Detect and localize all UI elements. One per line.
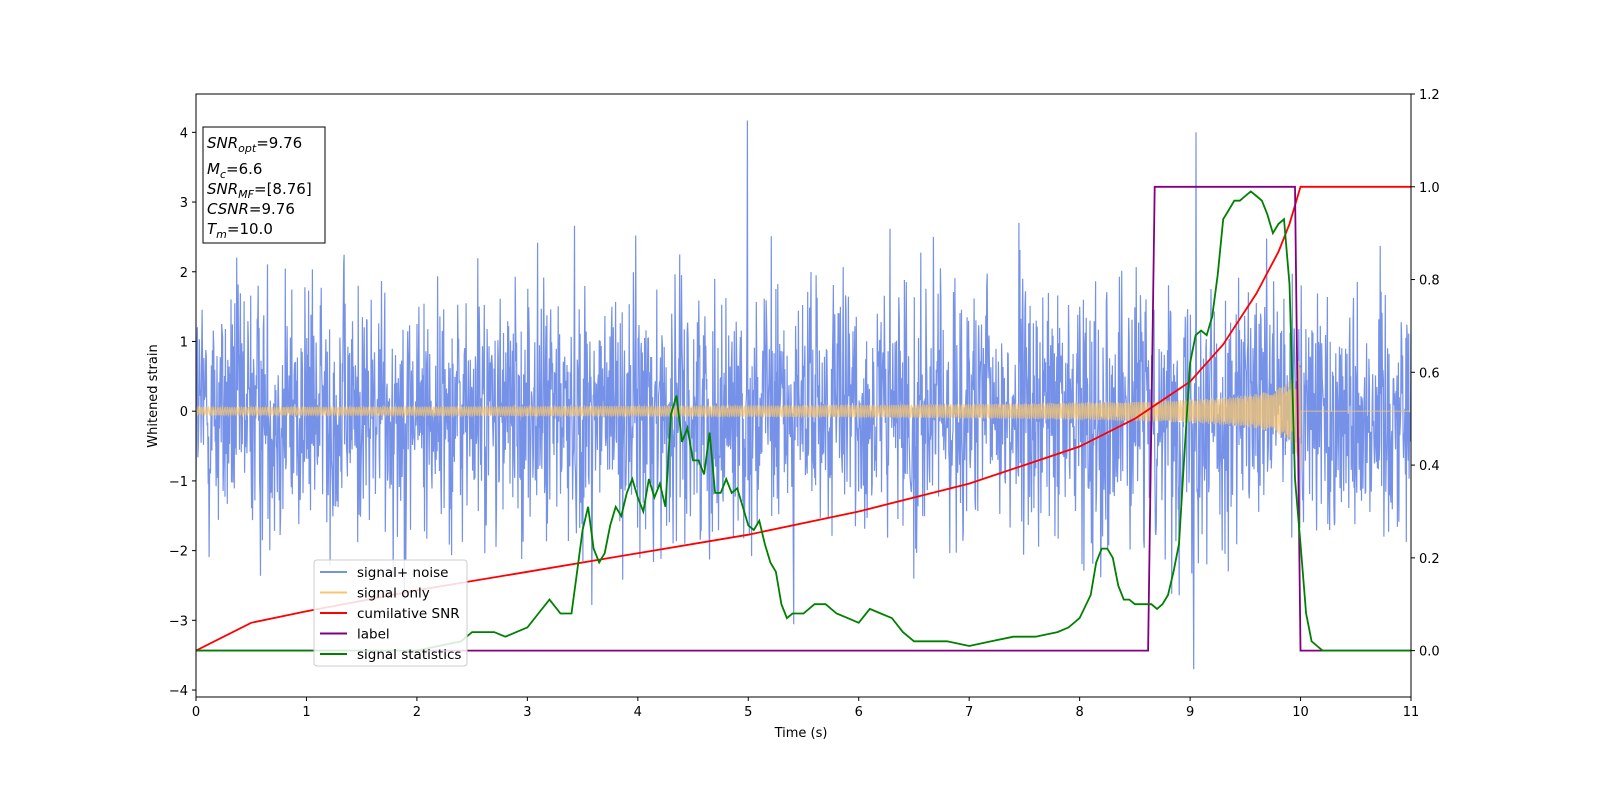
y-left-tick-label: 0 <box>180 405 188 420</box>
y-right-tick-label: 0.4 <box>1419 459 1440 474</box>
y-right-tick-label: 1.0 <box>1419 181 1440 196</box>
annotation-tm: Tm=10.0 <box>207 220 273 241</box>
y-left-tick-label: 1 <box>180 335 188 350</box>
y-left-tick-label: 2 <box>180 266 188 281</box>
x-tick-label: 10 <box>1292 705 1309 720</box>
y-right-tick-label: 0.6 <box>1419 366 1440 381</box>
legend-label: cumilative SNR <box>357 606 460 622</box>
y-right-tick-label: 1.2 <box>1419 88 1440 103</box>
x-tick-label: 6 <box>855 705 863 720</box>
x-tick-label: 8 <box>1075 705 1083 720</box>
legend-label: signal statistics <box>357 647 461 663</box>
annotation-csnr: CSNR=9.76 <box>207 200 295 218</box>
legend-frame <box>313 559 468 667</box>
y-left-tick-label: −4 <box>169 684 188 699</box>
x-tick-label: 1 <box>302 705 310 720</box>
y-right-tick-label: 0.8 <box>1419 274 1440 289</box>
axes-frame <box>195 93 1412 698</box>
legend-label: label <box>357 627 390 643</box>
annotation-mc: Mc=6.6 <box>207 160 262 181</box>
annotation-snr-opt: SNRopt=9.76 <box>207 134 302 155</box>
y-left-tick-label: −1 <box>169 475 188 490</box>
series-signal-only-line <box>196 360 1411 470</box>
series-signal-statistics-line <box>196 190 1411 652</box>
x-tick-label: 4 <box>634 705 642 720</box>
annotation-frame <box>202 126 326 244</box>
y-left-tick-label: −2 <box>169 545 188 560</box>
x-axis-label: Time (s) <box>774 726 828 741</box>
x-tick-label: 3 <box>523 705 531 720</box>
x-tick-label: 7 <box>965 705 973 720</box>
y-left-tick-label: 3 <box>180 196 188 211</box>
axes: 0 1 2 3 4 5 6 7 8 9 10 1143210−1−2−3−41.21.00.80.60… <box>169 88 1440 720</box>
series-signal-noise-line <box>196 120 1411 670</box>
x-tick-label: 9 <box>1186 705 1194 720</box>
y-axis-label: Whitened strain <box>146 344 161 447</box>
x-tick-label: 11 <box>1403 705 1420 720</box>
y-left-tick-label: −3 <box>169 614 188 629</box>
x-tick-label: 2 <box>413 705 421 720</box>
x-tick-label: 5 <box>744 705 752 720</box>
annotation-box: SNRopt=9.76 Mc=6.6 SNRMF=[8.76] CSNR=9.7… <box>202 126 326 244</box>
x-tick-label: 0 <box>192 705 200 720</box>
y-right-tick-label: 0.2 <box>1419 552 1440 567</box>
y-left-tick-label: 4 <box>180 126 188 141</box>
y-right-tick-label: 0.0 <box>1419 645 1440 660</box>
legend-label: signal only <box>357 586 430 602</box>
legend: signal+ noise signal only cumilative SNR la… <box>313 559 468 667</box>
annotation-snr-mf: SNRMF=[8.76] <box>207 180 312 201</box>
series-label-line <box>196 185 1411 652</box>
legend-label: signal+ noise <box>357 565 448 581</box>
